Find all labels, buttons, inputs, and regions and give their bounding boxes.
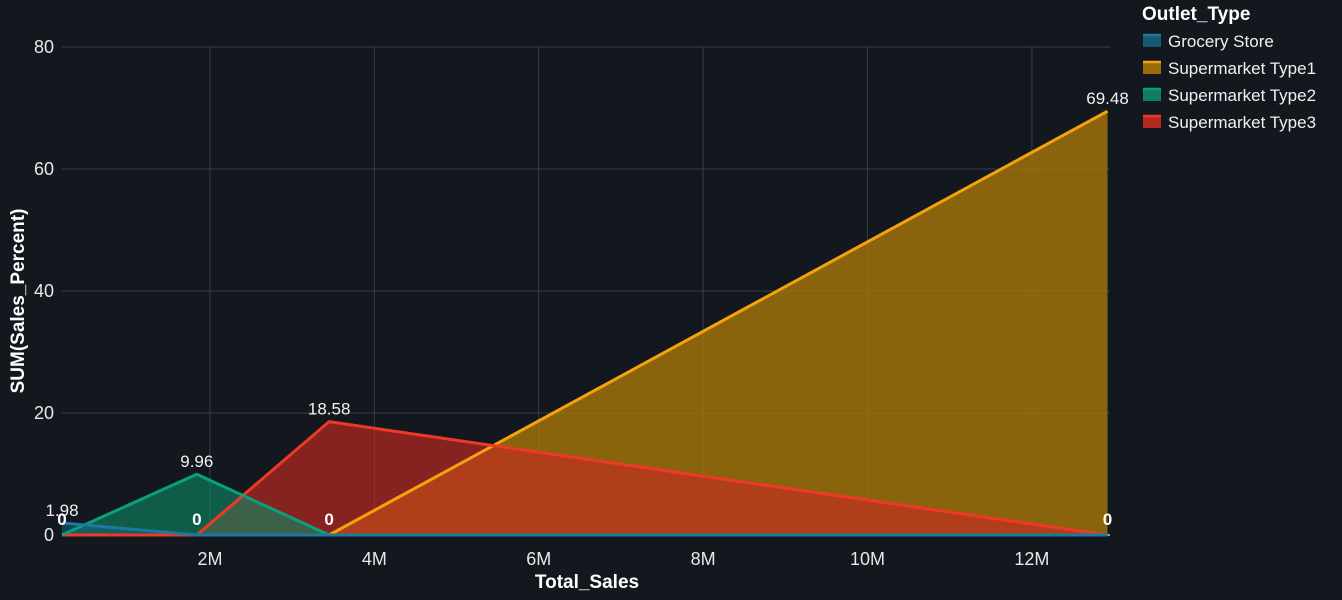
legend-item-supermarket-type3[interactable]: Supermarket Type3	[1143, 113, 1316, 132]
y-tick-label: 20	[34, 403, 54, 423]
y-axis-title: SUM(Sales_Percent)	[8, 209, 29, 394]
y-tick-label: 60	[34, 159, 54, 179]
data-label: 9.96	[180, 452, 213, 471]
area-supermarket-type1[interactable]	[62, 111, 1108, 535]
legend-swatch	[1143, 89, 1161, 101]
series-areas	[62, 111, 1108, 535]
x-tick-label: 12M	[1014, 549, 1049, 569]
line-grocery-store[interactable]	[61, 521, 1108, 537]
x-axis-title: Total_Sales	[535, 572, 639, 593]
legend-label: Supermarket Type2	[1168, 86, 1316, 105]
y-tick-label: 80	[34, 37, 54, 57]
legend-swatch	[1143, 62, 1161, 74]
legend[interactable]: Outlet_Type Grocery Store Supermarket Typ…	[1142, 4, 1316, 132]
data-label: 0	[1103, 510, 1112, 529]
legend-label: Grocery Store	[1168, 32, 1274, 51]
axis-ticks: 0 20 40 60 80 2M 4M 6M 8M 10M 12M	[34, 37, 1049, 569]
legend-item-supermarket-type1[interactable]: Supermarket Type1	[1143, 59, 1316, 78]
data-label: 69.48	[1086, 89, 1129, 108]
legend-label: Supermarket Type3	[1168, 113, 1316, 132]
legend-item-supermarket-type2[interactable]: Supermarket Type2	[1143, 86, 1316, 105]
legend-swatch	[1143, 116, 1161, 128]
legend-label: Supermarket Type1	[1168, 59, 1316, 78]
series-lines	[61, 109, 1109, 537]
area-supermarket-type2[interactable]	[62, 474, 1108, 535]
data-label: 18.58	[308, 400, 351, 419]
x-tick-label: 4M	[362, 549, 387, 569]
data-label: 0	[57, 510, 66, 529]
y-tick-label: 40	[34, 281, 54, 301]
x-tick-label: 8M	[691, 549, 716, 569]
line-supermarket-type3[interactable]	[62, 420, 1108, 537]
x-tick-label: 10M	[850, 549, 885, 569]
data-label: 1.98	[45, 501, 78, 520]
data-label: 0	[324, 510, 333, 529]
legend-swatch	[1143, 35, 1161, 47]
y-tick-label: 0	[44, 525, 54, 545]
x-tick-label: 2M	[197, 549, 222, 569]
legend-item-grocery-store[interactable]: Grocery Store	[1143, 32, 1274, 51]
legend-title: Outlet_Type	[1142, 4, 1250, 25]
area-supermarket-type3[interactable]	[62, 421, 1108, 535]
x-tick-label: 6M	[526, 549, 551, 569]
data-label: 0	[192, 510, 201, 529]
